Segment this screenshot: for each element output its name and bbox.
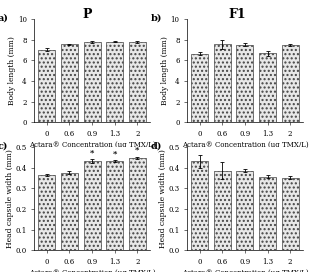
Y-axis label: Body length (mm): Body length (mm) [161, 36, 169, 105]
Text: b): b) [150, 14, 162, 23]
Bar [214, 44, 231, 122]
Bar [236, 45, 253, 122]
Bar [106, 161, 123, 250]
Bar [38, 175, 55, 250]
Text: P: P [83, 8, 92, 21]
Y-axis label: Body length (mm): Body length (mm) [8, 36, 16, 105]
Bar [214, 171, 231, 250]
Y-axis label: Head capsule width (mm): Head capsule width (mm) [159, 149, 167, 248]
Bar [259, 177, 276, 250]
Text: F1: F1 [228, 8, 246, 21]
Bar [129, 158, 146, 250]
Bar [282, 45, 299, 122]
Text: *: * [90, 149, 94, 157]
Bar [191, 161, 208, 250]
Text: c): c) [0, 142, 8, 151]
Bar [84, 42, 100, 122]
Bar [61, 173, 78, 250]
Text: a): a) [0, 14, 8, 23]
X-axis label: Actara® Concentration (μg TMX/L): Actara® Concentration (μg TMX/L) [29, 141, 155, 149]
Bar [61, 44, 78, 122]
X-axis label: Actara® Concentration (μg TMX/L): Actara® Concentration (μg TMX/L) [182, 141, 308, 149]
Y-axis label: Head capsule width (mm): Head capsule width (mm) [6, 149, 14, 248]
Bar [129, 42, 146, 122]
Bar [38, 50, 55, 122]
Text: *: * [135, 146, 139, 154]
Bar [84, 161, 100, 250]
X-axis label: Actara® Concentration (μg TMX/L): Actara® Concentration (μg TMX/L) [29, 269, 155, 272]
Bar [259, 53, 276, 122]
Bar [236, 171, 253, 250]
Text: d): d) [150, 142, 162, 151]
Bar [282, 178, 299, 250]
Text: *: * [113, 149, 117, 157]
Bar [106, 42, 123, 122]
Bar [191, 54, 208, 122]
X-axis label: Actara® Concentration (μg TMX/L): Actara® Concentration (μg TMX/L) [182, 269, 308, 272]
